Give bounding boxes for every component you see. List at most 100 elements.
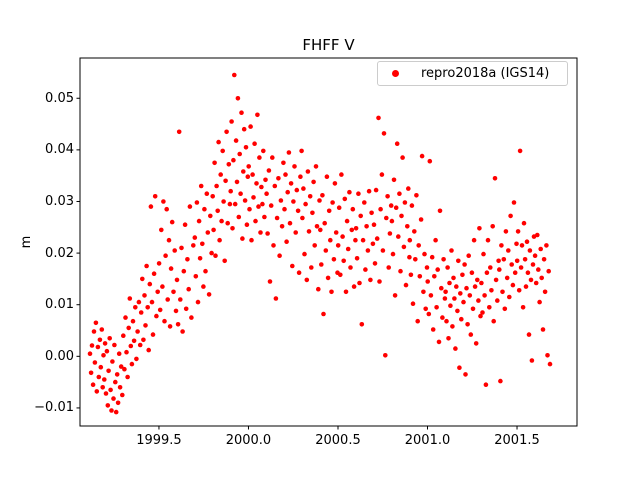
scatter-point (265, 231, 270, 236)
scatter-point (384, 215, 389, 221)
scatter-point (403, 282, 409, 288)
scatter-point (323, 248, 329, 253)
scatter-point (112, 342, 117, 348)
scatter-point (309, 265, 314, 270)
scatter-point (359, 322, 365, 327)
scatter-point (539, 275, 544, 281)
scatter-point (87, 351, 93, 357)
scatter-point (203, 268, 208, 274)
scatter-point (487, 305, 492, 310)
scatter-point (520, 305, 526, 310)
scatter-point (278, 198, 284, 203)
scatter-point (435, 267, 441, 272)
scatter-point (232, 201, 238, 207)
scatter-point (341, 258, 347, 264)
scatter-point (234, 179, 240, 185)
scatter-point (536, 267, 541, 272)
scatter-point (484, 270, 490, 276)
scatter-point (417, 274, 423, 279)
scatter-point (121, 333, 126, 339)
scatter-point (466, 253, 472, 258)
scatter-point (514, 241, 519, 247)
scatter-point (380, 248, 386, 253)
y-tick-label: 0.04 (45, 142, 74, 158)
scatter-point (311, 179, 316, 185)
scatter-point (453, 346, 458, 351)
scatter-point (133, 305, 138, 310)
scatter-point (142, 293, 147, 298)
scatter-point (495, 298, 500, 303)
scatter-point (515, 229, 521, 234)
scatter-point (465, 322, 470, 327)
scatter-point (312, 243, 318, 248)
scatter-point (501, 257, 507, 262)
scatter-point (436, 339, 442, 345)
scatter-point (117, 385, 123, 390)
scatter-point (349, 227, 355, 233)
scatter-point (270, 155, 275, 160)
scatter-point (212, 160, 217, 166)
scatter-point (291, 199, 296, 204)
scatter-point (348, 265, 353, 270)
scatter-point (210, 194, 215, 199)
scatter-point (476, 298, 481, 303)
scatter-point (136, 299, 142, 305)
scatter-point (107, 336, 112, 341)
scatter-point (528, 277, 534, 283)
scatter-point (156, 261, 162, 266)
scatter-point (179, 245, 184, 251)
scatter-point (165, 297, 170, 302)
scatter-point (208, 213, 213, 219)
scatter-point (394, 141, 400, 146)
scatter-point (157, 307, 163, 313)
legend-label: repro2018a (IGS14) (421, 66, 550, 81)
scatter-point (469, 270, 475, 276)
scatter-point (425, 279, 431, 284)
scatter-point (508, 213, 513, 219)
scatter-point (268, 203, 274, 208)
scatter-point (357, 280, 362, 286)
scatter-point (264, 191, 269, 196)
scatter-point (115, 400, 121, 406)
scatter-point (500, 289, 505, 295)
scatter-point (542, 289, 548, 295)
scatter-point (405, 224, 410, 229)
scatter-point (183, 306, 189, 312)
scatter-point (126, 325, 131, 331)
scatter-point (412, 229, 417, 234)
scatter-point (127, 296, 133, 301)
y-tick-label: 0.02 (45, 245, 74, 261)
scatter-point (464, 285, 469, 291)
scatter-point (288, 181, 294, 186)
scatter-point (353, 226, 359, 231)
scatter-point (392, 293, 398, 298)
scatter-point (547, 361, 553, 367)
scatter-point (194, 200, 200, 205)
scatter-point (333, 230, 339, 235)
scatter-point (526, 332, 532, 337)
scatter-point (216, 139, 221, 145)
scatter-point (413, 257, 418, 262)
scatter-point (504, 275, 510, 281)
scatter-point (345, 246, 351, 252)
scatter-point (91, 329, 97, 334)
scatter-point (379, 172, 385, 177)
scatter-point (128, 343, 134, 349)
scatter-point (530, 262, 536, 267)
scatter-point (164, 206, 169, 212)
scatter-point (537, 299, 542, 305)
scatter-point (478, 313, 483, 319)
scatter-point (529, 358, 535, 363)
scatter-point (283, 172, 288, 177)
scatter-point (310, 210, 315, 216)
scatter-point (496, 258, 501, 264)
scatter-point (237, 151, 242, 157)
scatter-point (338, 272, 343, 278)
scatter-point (182, 222, 188, 227)
scatter-point (492, 176, 498, 181)
scatter-point (510, 282, 516, 288)
scatter-point (447, 280, 452, 286)
scatter-point (232, 72, 237, 78)
scatter-point (503, 229, 509, 234)
scatter-point (439, 285, 444, 291)
